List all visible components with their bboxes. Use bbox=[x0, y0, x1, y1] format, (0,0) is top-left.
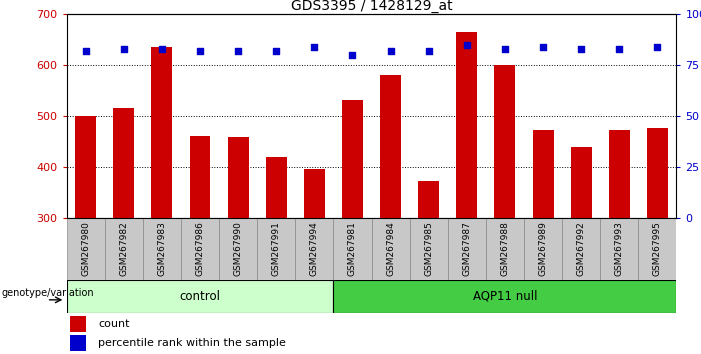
Text: GSM267994: GSM267994 bbox=[310, 221, 319, 276]
Bar bbox=[409, 218, 448, 280]
Text: GSM267983: GSM267983 bbox=[158, 221, 166, 276]
Point bbox=[308, 44, 320, 50]
Point bbox=[271, 48, 282, 53]
Bar bbox=[70, 335, 86, 351]
Text: GSM267986: GSM267986 bbox=[196, 221, 205, 276]
Bar bbox=[494, 65, 515, 218]
Point bbox=[576, 46, 587, 52]
Bar bbox=[608, 130, 629, 218]
Point bbox=[233, 48, 244, 53]
Bar bbox=[67, 218, 104, 280]
Bar bbox=[524, 218, 562, 280]
Bar bbox=[257, 218, 295, 280]
Point bbox=[385, 48, 396, 53]
Text: GSM267993: GSM267993 bbox=[615, 221, 624, 276]
Text: GSM267992: GSM267992 bbox=[577, 221, 585, 276]
Point bbox=[194, 48, 205, 53]
Text: GSM267980: GSM267980 bbox=[81, 221, 90, 276]
Bar bbox=[639, 218, 676, 280]
Text: count: count bbox=[98, 319, 130, 329]
Bar bbox=[600, 218, 639, 280]
Point bbox=[156, 46, 168, 52]
Bar bbox=[372, 218, 409, 280]
Bar bbox=[304, 169, 325, 218]
Point bbox=[499, 46, 510, 52]
Text: GSM267981: GSM267981 bbox=[348, 221, 357, 276]
Bar bbox=[295, 218, 334, 280]
Bar bbox=[266, 156, 287, 218]
Bar bbox=[448, 218, 486, 280]
Bar bbox=[114, 108, 135, 218]
Point bbox=[461, 42, 472, 47]
Point bbox=[613, 46, 625, 52]
Text: GSM267982: GSM267982 bbox=[119, 221, 128, 276]
Bar bbox=[151, 47, 172, 218]
Text: GSM267984: GSM267984 bbox=[386, 221, 395, 276]
Text: GSM267989: GSM267989 bbox=[538, 221, 547, 276]
Text: GSM267985: GSM267985 bbox=[424, 221, 433, 276]
Bar bbox=[143, 218, 181, 280]
Point bbox=[118, 46, 130, 52]
Bar bbox=[334, 218, 372, 280]
Bar bbox=[104, 218, 143, 280]
Bar bbox=[189, 136, 210, 218]
Bar bbox=[380, 75, 401, 218]
Text: control: control bbox=[179, 290, 221, 303]
Text: GSM267995: GSM267995 bbox=[653, 221, 662, 276]
Text: AQP11 null: AQP11 null bbox=[472, 290, 537, 303]
Point bbox=[80, 48, 91, 53]
Bar bbox=[571, 148, 592, 218]
Point bbox=[347, 52, 358, 58]
Point bbox=[423, 48, 435, 53]
Bar bbox=[562, 218, 600, 280]
Bar bbox=[486, 218, 524, 280]
Bar bbox=[181, 218, 219, 280]
Text: genotype/variation: genotype/variation bbox=[1, 288, 94, 298]
Text: percentile rank within the sample: percentile rank within the sample bbox=[98, 338, 286, 348]
Text: GSM267990: GSM267990 bbox=[233, 221, 243, 276]
Bar bbox=[456, 32, 477, 218]
Bar bbox=[342, 100, 363, 218]
Bar bbox=[67, 280, 334, 313]
Point bbox=[652, 44, 663, 50]
Bar bbox=[228, 137, 249, 218]
Bar bbox=[533, 130, 554, 218]
Point bbox=[538, 44, 549, 50]
Bar bbox=[70, 316, 86, 332]
Text: GSM267987: GSM267987 bbox=[463, 221, 471, 276]
Bar bbox=[418, 181, 440, 218]
Title: GDS3395 / 1428129_at: GDS3395 / 1428129_at bbox=[291, 0, 452, 13]
Bar bbox=[334, 280, 676, 313]
Text: GSM267991: GSM267991 bbox=[272, 221, 280, 276]
Text: GSM267988: GSM267988 bbox=[501, 221, 510, 276]
Bar bbox=[647, 128, 668, 218]
Bar bbox=[219, 218, 257, 280]
Bar bbox=[75, 116, 96, 218]
